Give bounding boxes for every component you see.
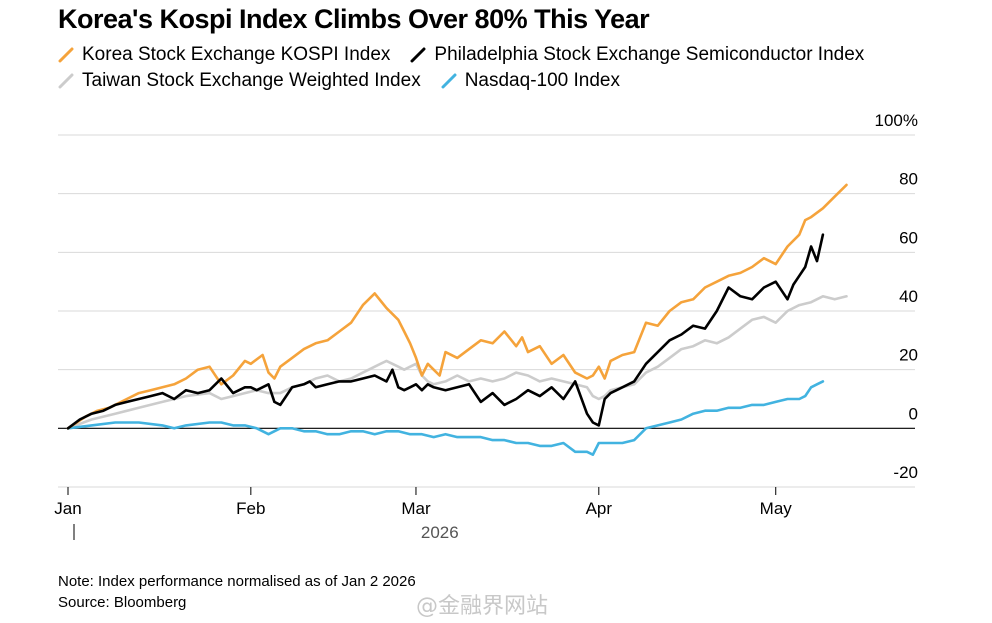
legend-item-sox: Philadelphia Stock Exchange Semiconducto… [410, 44, 864, 66]
x-tick-label: May [760, 499, 793, 518]
legend-row-1: Korea Stock Exchange KOSPI Index Philade… [58, 44, 884, 66]
series-line-kospi [66, 183, 848, 430]
x-tick-label: Apr [586, 499, 613, 518]
legend-label-taiex: Taiwan Stock Exchange Weighted Index [82, 70, 421, 91]
y-tick-label: 80 [899, 170, 918, 189]
series-line-sox [66, 233, 825, 430]
series-line-taiex [66, 294, 848, 430]
legend-item-nasdaq: Nasdaq-100 Index [441, 70, 620, 92]
x-tick-label: Feb [236, 499, 265, 518]
grid-layer [58, 134, 915, 488]
line-chart: 100% 80 60 40 20 0 -20 Jan Feb Mar Apr May 2026 [54, 111, 918, 542]
y-tick-label: -20 [893, 463, 918, 482]
y-tick-label: 0 [909, 404, 918, 423]
x-axis-label: 2026 [421, 523, 459, 542]
legend-label-sox: Philadelphia Stock Exchange Semiconducto… [434, 44, 865, 65]
chart-title: Korea's Kospi Index Climbs Over 80% This… [58, 4, 650, 34]
y-tick-label: 20 [899, 346, 918, 365]
legend-swatch-taiex [58, 73, 74, 89]
legend-swatch-kospi [58, 47, 74, 63]
legend-label-nasdaq: Nasdaq-100 Index [464, 70, 620, 91]
source-text: Source: Bloomberg [58, 594, 187, 611]
y-tick-label: 40 [899, 287, 918, 306]
note-text: Note: Index performance normalised as of… [58, 573, 416, 590]
legend-item-taiex: Taiwan Stock Exchange Weighted Index [58, 70, 421, 92]
y-tick-label: 100% [875, 111, 918, 130]
legend-swatch-sox [410, 47, 426, 63]
legend-row-2: Taiwan Stock Exchange Weighted Index Nas… [58, 70, 640, 92]
x-tick-label: Jan [54, 499, 81, 518]
legend-swatch-nasdaq [441, 73, 457, 89]
legend-label-kospi: Korea Stock Exchange KOSPI Index [82, 44, 391, 65]
series-line-nasdaq [66, 380, 825, 457]
y-tick-label: 60 [899, 228, 918, 247]
legend-item-kospi: Korea Stock Exchange KOSPI Index [58, 44, 390, 66]
x-tick-label: Mar [401, 499, 431, 518]
watermark: @金融界网站 [416, 594, 549, 619]
series-layer [66, 183, 848, 457]
axis-layer: 100% 80 60 40 20 0 -20 Jan Feb Mar Apr May 2026 [54, 111, 918, 542]
